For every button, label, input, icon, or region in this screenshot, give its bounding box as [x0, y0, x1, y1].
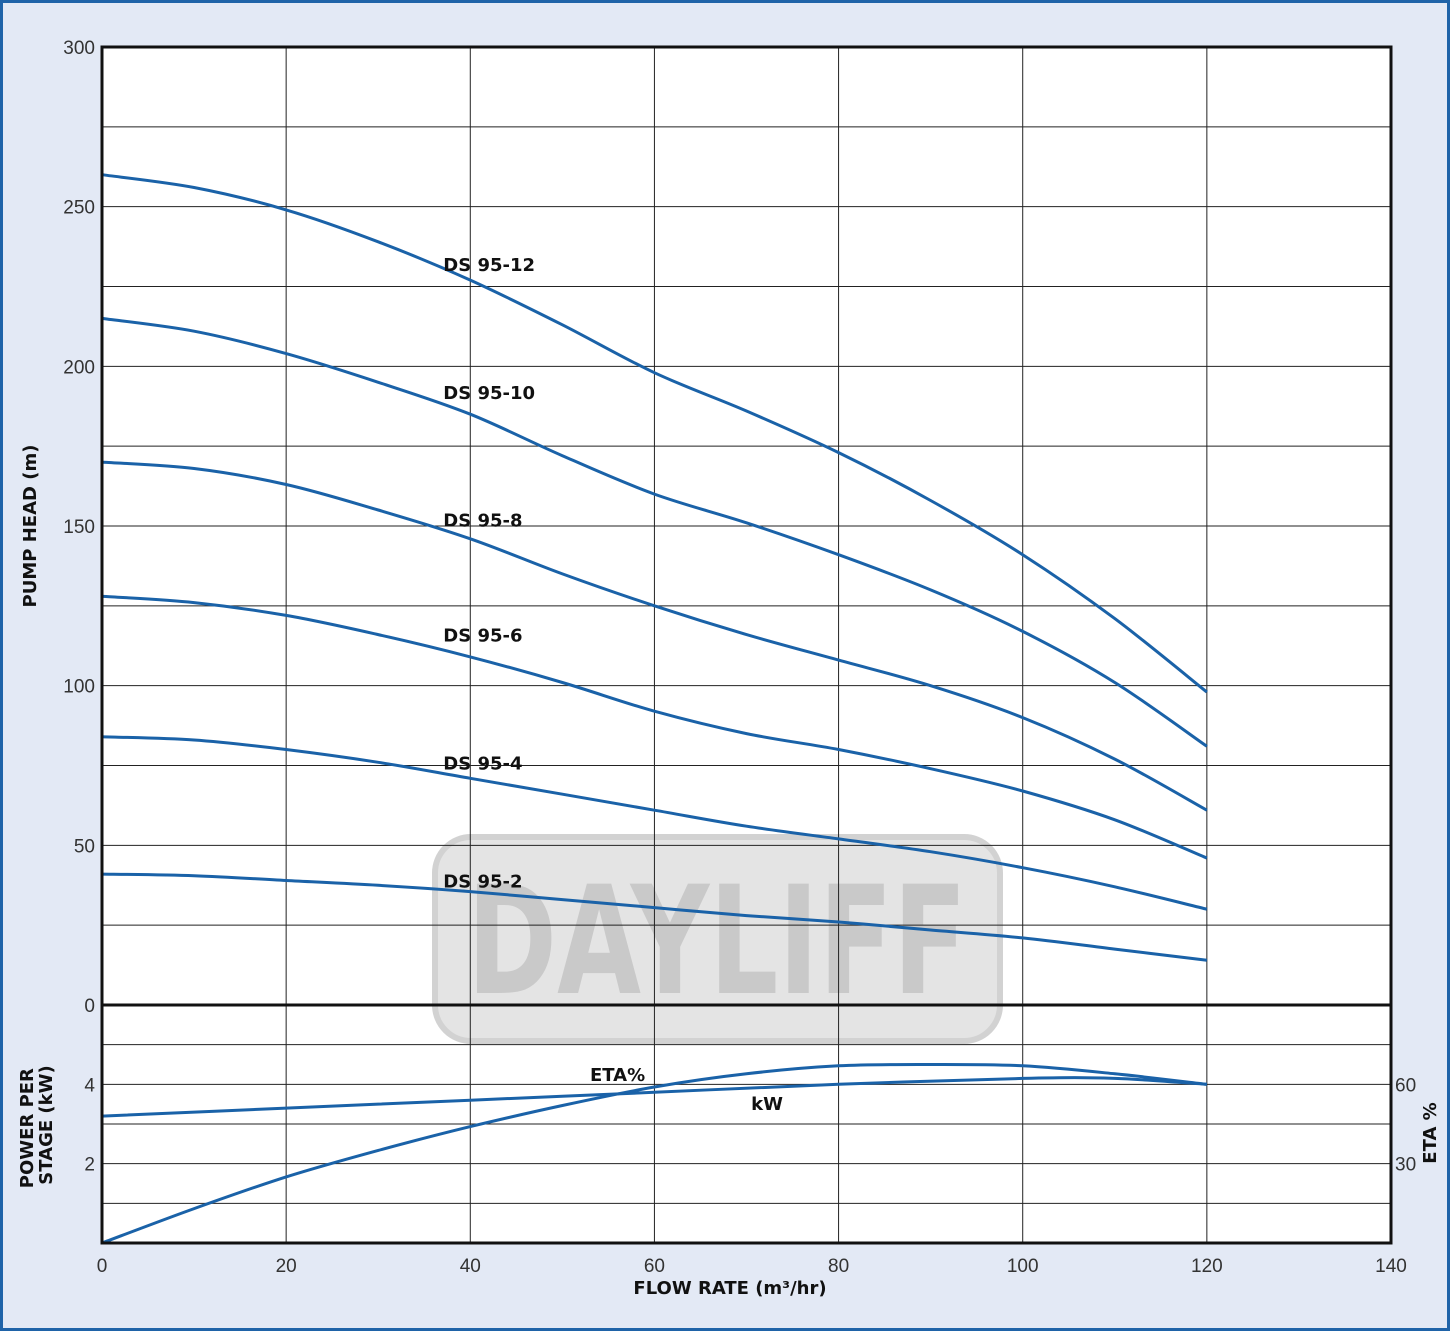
watermark-text: DAYLIFF [467, 855, 967, 1029]
x-tick-label: 20 [276, 1256, 297, 1277]
dayliff-watermark: DAYLIFF [432, 834, 1003, 1044]
curve-ds-95-2 [101, 872, 1208, 962]
x-tick-label: 40 [460, 1256, 481, 1277]
eta-axis-title: ETA % [1420, 1102, 1441, 1163]
label-ds-95-10: DS 95-10 [443, 383, 535, 404]
plot-area [102, 47, 1391, 1243]
label-ds-95-12: DS 95-12 [443, 255, 535, 276]
x-tick-label: 80 [828, 1256, 849, 1277]
tick-labels: 0 20 40 60 80 100 120 140 0 50 100 150 200 250 300 2 4 30… [63, 38, 1416, 1277]
label-eta-: ETA% [590, 1065, 645, 1086]
curve-kw [101, 1076, 1207, 1118]
y-tick-label: 150 [63, 517, 95, 538]
x-tick-label: 120 [1191, 1256, 1223, 1277]
y-tick-label: 300 [63, 38, 95, 59]
power-axis-title: POWER PER STAGE (kW) [17, 1062, 57, 1188]
curves [101, 173, 1208, 1245]
label-ds-95-4: DS 95-4 [443, 753, 522, 774]
label-kw: kW [751, 1094, 783, 1115]
eta-tick-label: 30 [1395, 1155, 1416, 1176]
y-tick-label: 50 [74, 836, 95, 857]
curve-ds-95-12 [101, 173, 1208, 694]
y-tick-label: 250 [63, 198, 95, 219]
label-ds-95-8: DS 95-8 [443, 511, 522, 532]
eta-tick-label: 60 [1395, 1075, 1416, 1096]
label-ds-95-6: DS 95-6 [443, 626, 522, 647]
power-tick-label: 4 [84, 1075, 95, 1096]
x-tick-label: 60 [644, 1256, 665, 1277]
y-tick-label: 0 [84, 996, 95, 1017]
y-tick-label: 100 [63, 677, 95, 698]
label-ds-95-2: DS 95-2 [443, 871, 522, 892]
curve-ds-95-6 [101, 594, 1208, 860]
grid [102, 47, 1391, 1243]
curve-ds-95-4 [101, 735, 1208, 911]
curve-labels: DS 95-12 DS 95-10 DS 95-8 DS 95-6 DS 95-4 DS … [443, 255, 783, 1115]
y-tick-label: 200 [63, 357, 95, 378]
x-tick-label: 100 [1007, 1256, 1039, 1277]
plot-border [100, 45, 1393, 1245]
curve-ds-95-8 [101, 460, 1208, 812]
x-axis-title: FLOW RATE (m³/hr) [633, 1278, 826, 1299]
x-tick-label: 140 [1375, 1256, 1407, 1277]
power-tick-label: 2 [84, 1155, 95, 1176]
power-axis-title-line2: STAGE (kW) [36, 1065, 57, 1184]
curve-eta- [101, 1062, 1208, 1245]
x-tick-label: 0 [97, 1256, 108, 1277]
power-axis-title-line1: POWER PER [17, 1068, 38, 1188]
y-axis-title: PUMP HEAD (m) [20, 445, 41, 608]
curve-ds-95-10 [101, 316, 1208, 748]
